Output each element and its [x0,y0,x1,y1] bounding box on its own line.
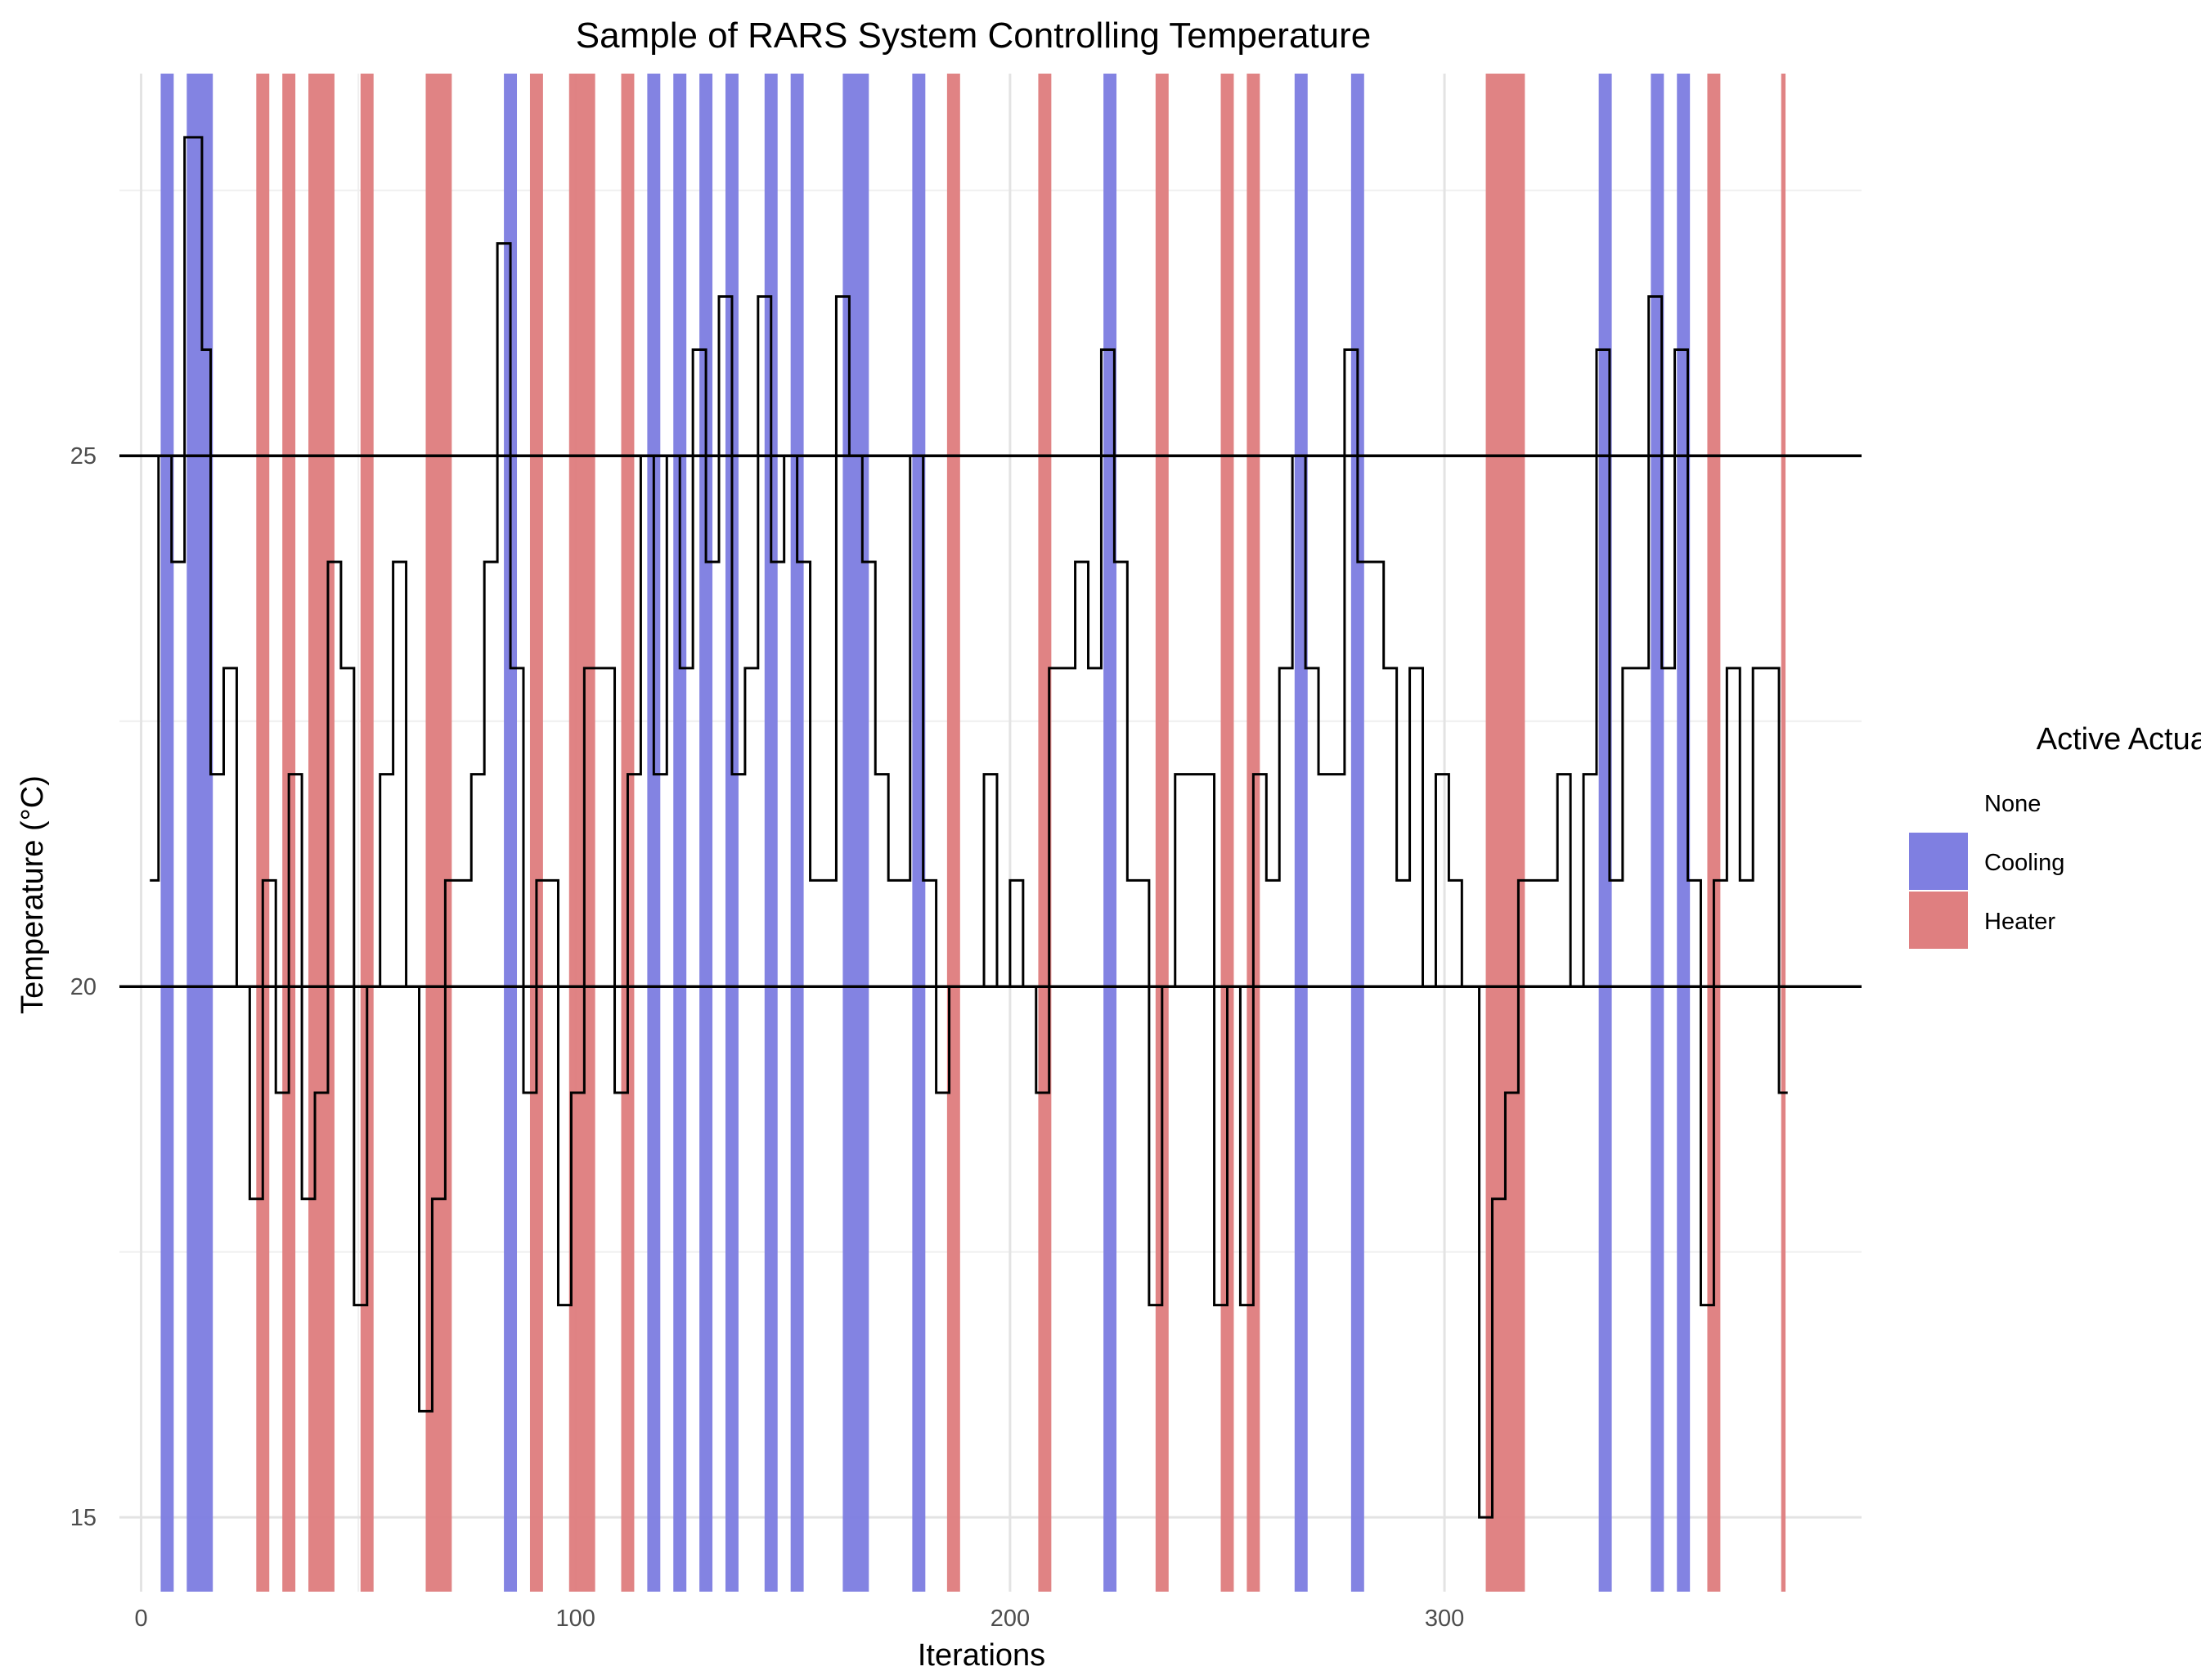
legend-label-cooling: Cooling [1984,850,2064,876]
legend-key-cooling [1909,833,1968,890]
heater-band [308,74,335,1592]
legend-title: Active Actuators [2037,722,2201,757]
cooling-band [673,74,687,1592]
heater-band [1707,74,1721,1592]
heater-band [1038,74,1052,1592]
y-tick-label: 25 [70,443,97,469]
heater-band [946,74,960,1592]
cooling-band [1294,74,1308,1592]
cooling-band [1350,74,1364,1592]
legend-key-none [1909,774,1968,831]
heater-band [529,74,543,1592]
cooling-band [1103,74,1117,1592]
cooling-band [790,74,804,1592]
cooling-band [912,74,926,1592]
cooling-band [647,74,661,1592]
y-tick-label: 20 [70,974,97,1000]
heater-band [1220,74,1234,1592]
cooling-band [764,74,778,1592]
cooling-band [186,74,213,1592]
x-tick-labels: 0 100 200 300 [134,1606,1464,1632]
legend-entries: None Cooling Heater [1909,774,2064,949]
cooling-band [504,74,518,1592]
x-tick-label: 100 [556,1606,595,1632]
x-tick-label: 200 [990,1606,1030,1632]
legend-label-heater: Heater [1984,909,2055,935]
heater-band [425,74,452,1592]
legend-key-heater [1909,892,1968,949]
temperature-line [150,136,1788,1519]
y-tick-labels: 15 20 25 [70,443,97,1531]
heater-band [1155,74,1169,1592]
legend-label-none: None [1984,791,2041,817]
heater-band [256,74,270,1592]
x-tick-label: 300 [1425,1606,1464,1632]
x-tick-label: 0 [134,1606,147,1632]
y-axis-title: Temperature (°C) [16,775,50,1014]
cooling-band [160,74,174,1592]
y-tick-label: 15 [70,1505,97,1531]
legend: Active Actuators None Cooling Heater [1909,722,2201,949]
temperature-series [150,136,1788,1519]
heater-band [568,74,595,1592]
cooling-band [699,74,713,1592]
heater-band [1781,74,1786,1592]
heater-band [360,74,374,1592]
x-axis-title: Iterations [918,1638,1045,1673]
actuator-bands [160,74,1786,1592]
cooling-band [725,74,739,1592]
cooling-band [842,74,869,1592]
chart-title: Sample of RARS System Controlling Temper… [576,16,1372,56]
